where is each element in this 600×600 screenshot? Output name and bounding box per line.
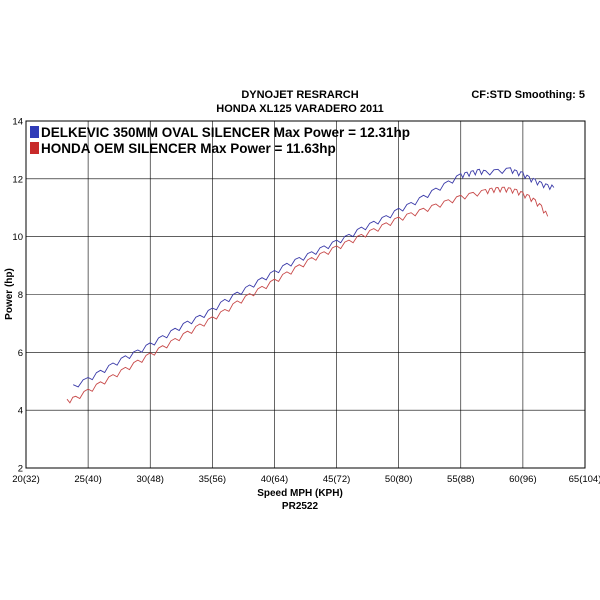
x-tick-label: 20(32) xyxy=(12,474,39,485)
series-lines xyxy=(66,167,555,404)
y-tick-labels: 2 4 6 8 10 12 14 xyxy=(12,117,23,475)
x-tick-label: 50(80) xyxy=(385,474,412,485)
legend: DELKEVIC 350MM OVAL SILENCER Max Power =… xyxy=(30,125,410,156)
legend-label-honda: HONDA OEM SILENCER Max Power = 11.63hp xyxy=(41,141,336,156)
y-tick-label: 12 xyxy=(12,174,23,185)
x-tick-label: 60(96) xyxy=(509,474,536,485)
honda-oem-power-line xyxy=(66,186,549,404)
x-tick-labels: 20(32) 25(40) 30(48) 35(56) 40(64) 45(72) 50(8… xyxy=(12,474,600,485)
legend-label-delkevic: DELKEVIC 350MM OVAL SILENCER Max Power =… xyxy=(41,125,410,140)
legend-swatch-delkevic xyxy=(30,126,39,138)
chart-title: DYNOJET RESRARCH xyxy=(241,89,358,101)
chart-subtitle: HONDA XL125 VARADERO 2011 xyxy=(216,103,384,115)
x-tick-label: 45(72) xyxy=(323,474,350,485)
footer-label: PR2522 xyxy=(282,501,319,512)
delkevic-power-line xyxy=(73,167,555,388)
legend-swatch-honda xyxy=(30,142,39,154)
x-tick-label: 55(88) xyxy=(447,474,474,485)
x-tick-label: 40(64) xyxy=(261,474,288,485)
y-axis-label: Power (hp) xyxy=(4,268,15,320)
smoothing-label: CF:STD Smoothing: 5 xyxy=(471,89,585,101)
y-tick-label: 2 xyxy=(18,464,23,475)
grid-lines xyxy=(26,121,585,468)
x-tick-label: 30(48) xyxy=(136,474,163,485)
x-axis-label: Speed MPH (KPH) xyxy=(257,488,343,499)
x-tick-label: 25(40) xyxy=(74,474,101,485)
y-tick-label: 14 xyxy=(12,117,23,128)
x-tick-label: 35(56) xyxy=(199,474,226,485)
y-tick-label: 6 xyxy=(18,348,23,359)
y-tick-label: 10 xyxy=(12,232,23,243)
y-tick-label: 4 xyxy=(18,406,23,417)
y-tick-label: 8 xyxy=(18,290,23,301)
x-tick-label: 65(104) xyxy=(569,474,600,485)
